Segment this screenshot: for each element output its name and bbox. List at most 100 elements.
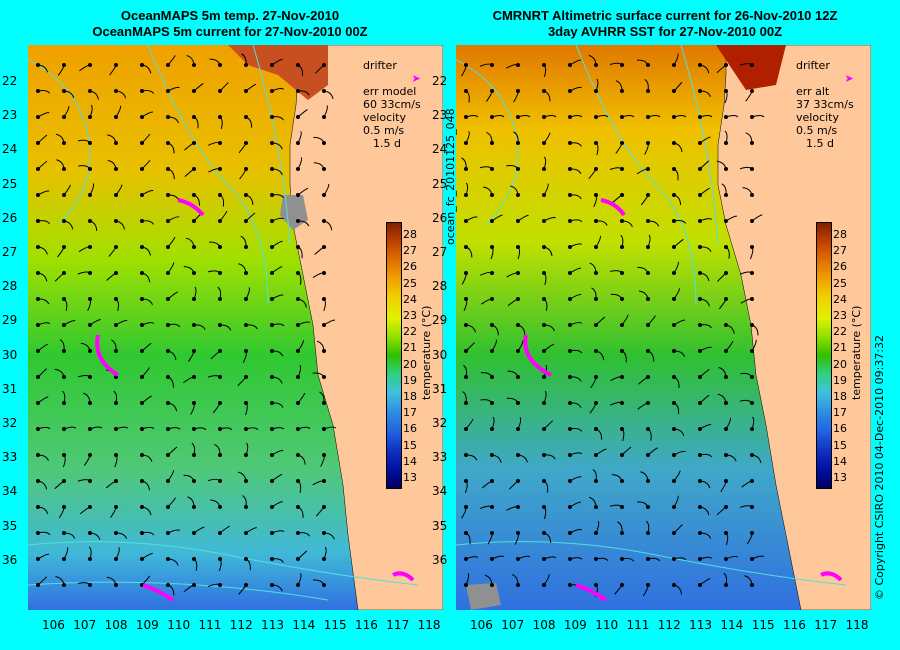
arrow-origin-dot (166, 375, 170, 379)
arrow-origin-dot (36, 427, 40, 431)
arrow-origin-dot (724, 479, 728, 483)
drifter-arrow-icon: ➤ (844, 72, 854, 85)
arrow-origin-dot (464, 375, 468, 379)
arrow-origin-dot (296, 219, 300, 223)
longitude-tick: 114 (292, 618, 316, 632)
arrow-origin-dot (270, 401, 274, 405)
arrow-origin-dot (464, 427, 468, 431)
arrow-origin-dot (490, 89, 494, 93)
arrow-origin-dot (750, 401, 754, 405)
latitude-tick: 35 (432, 518, 448, 533)
arrow-origin-dot (322, 193, 326, 197)
arrow-origin-dot (698, 531, 702, 535)
arrow-origin-dot (750, 193, 754, 197)
arrow-origin-dot (724, 167, 728, 171)
arrow-origin-dot (88, 323, 92, 327)
arrow-origin-dot (646, 297, 650, 301)
arrow-origin-dot (114, 453, 118, 457)
arrow-origin-dot (296, 141, 300, 145)
arrow-origin-dot (296, 349, 300, 353)
arrow-origin-dot (568, 115, 572, 119)
arrow-origin-dot (88, 297, 92, 301)
right-map-panel[interactable]: drifter ➤ err alt 37 33cm/s velocity 0.5… (456, 45, 871, 610)
right-velocity-arrows (461, 53, 765, 598)
arrow-origin-dot (620, 323, 624, 327)
arrow-origin-dot (724, 583, 728, 587)
right-legend-err-value: 37 33cm/s (796, 98, 854, 111)
arrow-origin-dot (620, 401, 624, 405)
arrow-origin-dot (568, 89, 572, 93)
arrow-origin-dot (244, 479, 248, 483)
arrow-origin-dot (594, 167, 598, 171)
arrow-origin-dot (296, 323, 300, 327)
left-drifter-tracks (95, 198, 415, 602)
arrow-origin-dot (296, 453, 300, 457)
arrow-origin-dot (192, 193, 196, 197)
arrow-origin-dot (244, 245, 248, 249)
arrow-origin-dot (464, 193, 468, 197)
arrow-origin-dot (490, 479, 494, 483)
arrow-origin-dot (672, 271, 676, 275)
arrow-origin-dot (542, 583, 546, 587)
arrow-origin-dot (620, 375, 624, 379)
arrow-origin-dot (166, 193, 170, 197)
arrow-origin-dot (36, 63, 40, 67)
colorbar-tick: 26 (833, 260, 847, 274)
arrow-origin-dot (218, 583, 222, 587)
arrow-origin-dot (192, 219, 196, 223)
arrow-origin-dot (672, 583, 676, 587)
arrow-origin-dot (244, 505, 248, 509)
arrow-origin-dot (270, 453, 274, 457)
arrow-origin-dot (490, 375, 494, 379)
arrow-origin-dot (36, 245, 40, 249)
arrow-origin-dot (698, 219, 702, 223)
latitude-tick: 23 (432, 108, 448, 123)
arrow-origin-dot (698, 427, 702, 431)
arrow-origin-dot (244, 141, 248, 145)
longitude-tick: 111 (626, 618, 650, 632)
arrow-origin-dot (62, 219, 66, 223)
arrow-origin-dot (672, 453, 676, 457)
arrow-origin-dot (322, 167, 326, 171)
arrow-origin-dot (698, 323, 702, 327)
arrow-origin-dot (166, 141, 170, 145)
arrow-origin-dot (620, 583, 624, 587)
arrow-origin-dot (114, 193, 118, 197)
arrow-origin-dot (698, 583, 702, 587)
arrow-origin-dot (724, 245, 728, 249)
arrow-origin-dot (594, 427, 598, 431)
arrow-origin-dot (244, 583, 248, 587)
arrow-origin-dot (724, 193, 728, 197)
longitude-tick: 116 (783, 618, 806, 632)
colorbar-tick: 21 (833, 341, 847, 355)
arrow-origin-dot (62, 297, 66, 301)
arrow-origin-dot (672, 531, 676, 535)
arrow-origin-dot (62, 115, 66, 119)
colorbar-tick: 25 (403, 276, 417, 290)
arrow-origin-dot (140, 427, 144, 431)
colorbar-tick: 19 (833, 373, 847, 387)
arrow-origin-dot (724, 141, 728, 145)
right-colorbar (816, 222, 832, 489)
arrow-origin-dot (166, 167, 170, 171)
arrow-origin-dot (218, 557, 222, 561)
latitude-tick: 27 (2, 245, 18, 259)
arrow-origin-dot (296, 583, 300, 587)
arrow-origin-dot (244, 401, 248, 405)
latitude-tick: 24 (2, 142, 18, 157)
model-run-label: ocean_fc_20101125_048 (444, 108, 457, 245)
arrow-origin-dot (490, 115, 494, 119)
left-map-panel[interactable]: drifter ➤ err model 60 33cm/s velocity 0… (28, 45, 443, 610)
arrow-origin-dot (698, 375, 702, 379)
arrow-origin-dot (542, 453, 546, 457)
arrow-origin-dot (322, 401, 326, 405)
arrow-origin-dot (750, 453, 754, 457)
right-legend-speed: 0.5 m/s (796, 124, 838, 137)
arrow-origin-dot (672, 557, 676, 561)
arrow-origin-dot (296, 531, 300, 535)
arrow-origin-dot (516, 583, 520, 587)
arrow-origin-dot (62, 193, 66, 197)
arrow-origin-dot (322, 531, 326, 535)
colorbar-tick: 28 (833, 228, 847, 241)
arrow-origin-dot (646, 141, 650, 145)
